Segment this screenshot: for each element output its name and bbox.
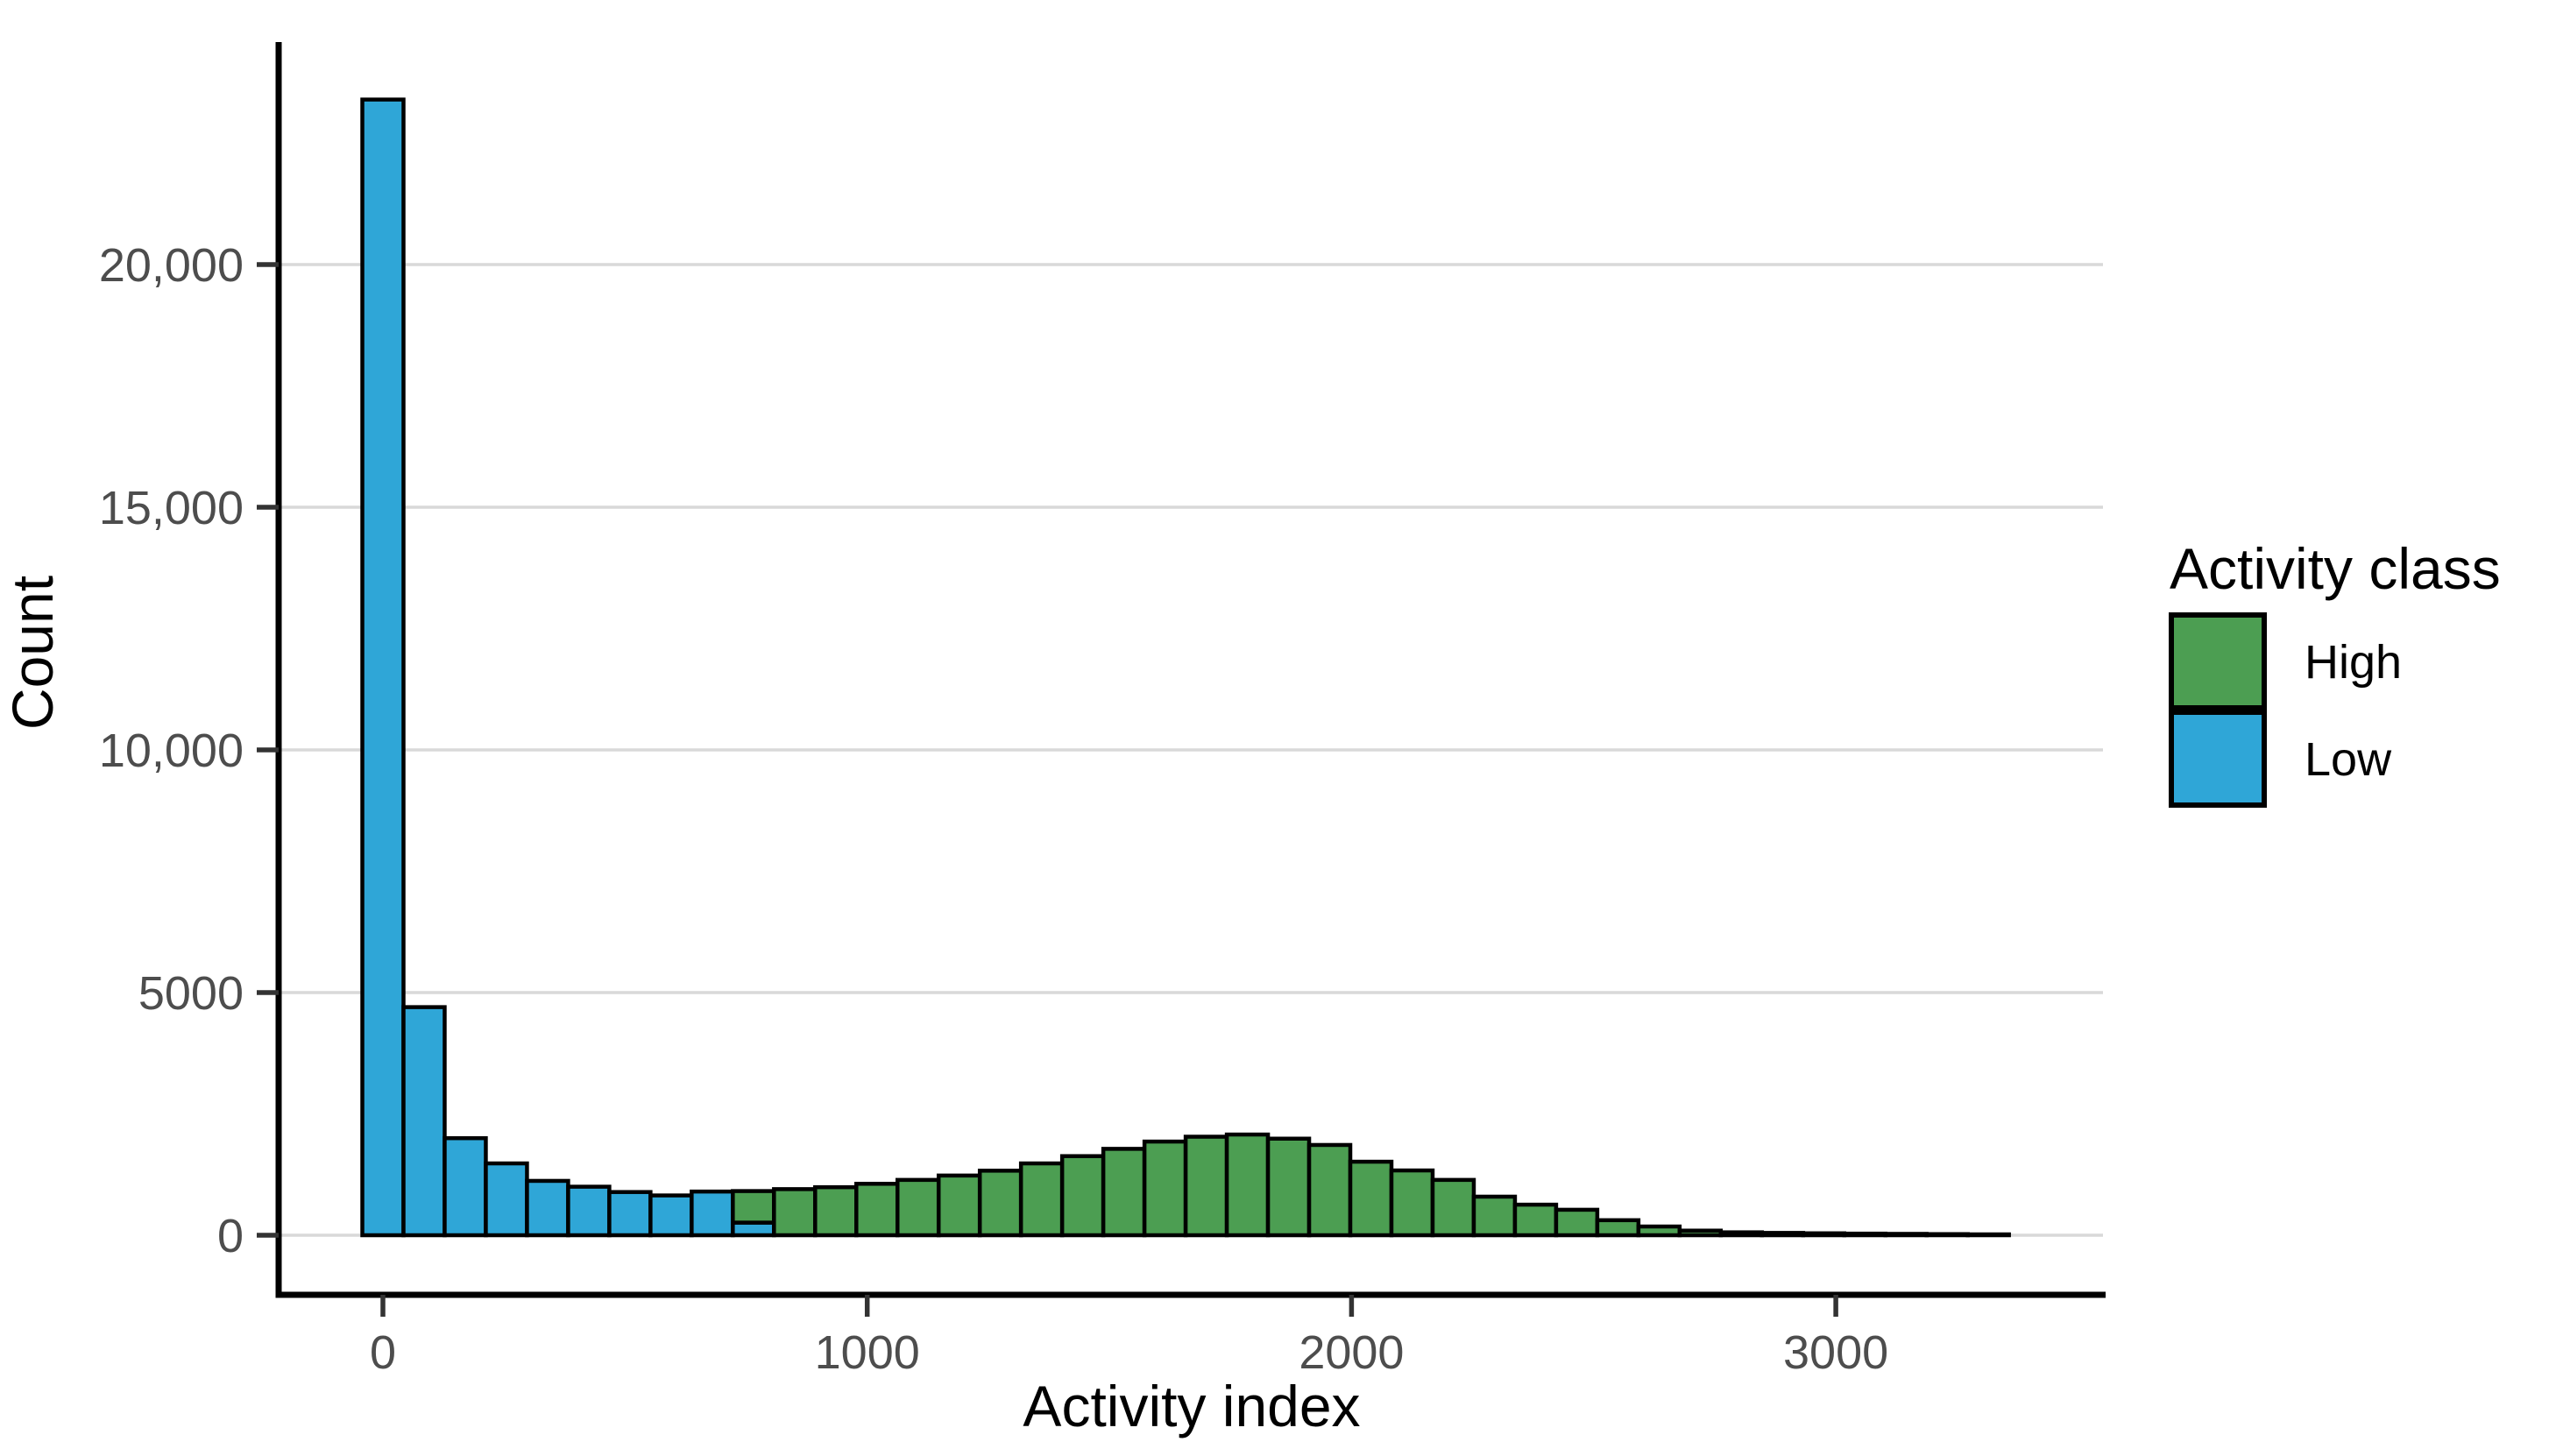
histogram-bar-low [566, 1184, 612, 1238]
legend-label-high: High [2305, 636, 2402, 689]
histogram-bar-low [401, 1005, 447, 1238]
histogram-bar-high [1018, 1161, 1065, 1238]
histogram-bar-high [1883, 1232, 1929, 1238]
histogram-bar-high [1306, 1142, 1353, 1238]
histogram-bar-high [1801, 1231, 1847, 1238]
legend-key-low [2169, 710, 2267, 808]
histogram-bar-low [525, 1178, 570, 1238]
histogram-bar-high [1677, 1228, 1724, 1238]
histogram-bar-low [690, 1189, 735, 1238]
legend-title: Activity class [2170, 536, 2501, 601]
y-tick-label: 15,000 [99, 482, 244, 534]
histogram-bar-high [1142, 1139, 1188, 1238]
x-tick-label: 1000 [815, 1326, 920, 1379]
histogram-bar-high [813, 1184, 859, 1238]
legend-label-low: Low [2305, 733, 2392, 786]
histogram-bar-high [895, 1177, 941, 1238]
y-tick-label: 0 [217, 1210, 244, 1262]
histogram-bar-high [1842, 1231, 1888, 1238]
histogram-bar-high [977, 1169, 1023, 1238]
histogram-bar-high [936, 1173, 982, 1238]
y-tick-label: 20,000 [99, 239, 244, 292]
y-axis-title: Count [0, 576, 65, 730]
histogram-bar-high [1101, 1147, 1147, 1238]
histogram-bar-high [1348, 1159, 1394, 1238]
y-tick-label: 5000 [138, 967, 244, 1020]
histogram-bar-high [1759, 1231, 1806, 1238]
histogram-bar-high [1471, 1194, 1518, 1238]
histogram-bar-high [1389, 1168, 1435, 1238]
histogram-bar-low [360, 97, 406, 1238]
bars-layer [360, 97, 2011, 1238]
histogram-bar-low [484, 1161, 529, 1238]
histogram-bar-high [1965, 1232, 2011, 1238]
x-tick-label: 2000 [1299, 1326, 1404, 1379]
histogram-bar-high [1636, 1224, 1682, 1238]
histogram-bar-high [1554, 1207, 1600, 1238]
legend: Activity class High Low [2169, 536, 2501, 808]
histogram-bar-high [1595, 1218, 1641, 1238]
x-tick-label: 0 [370, 1326, 396, 1379]
axes-layer [257, 42, 2106, 1317]
histogram-bar-high [1924, 1232, 1970, 1238]
histogram-bar-low [443, 1135, 488, 1238]
histogram-bar-low [607, 1190, 653, 1238]
histogram-bar-high [1430, 1177, 1476, 1238]
x-tick-label: 3000 [1783, 1326, 1888, 1379]
histogram-bar-high [1059, 1154, 1106, 1238]
histogram-bar-high [1224, 1132, 1271, 1238]
histogram-bar-high [731, 1189, 776, 1225]
x-axis-title: Activity index [1023, 1374, 1360, 1438]
y-tick-label: 10,000 [99, 724, 244, 777]
histogram-bar-low [648, 1193, 694, 1238]
histogram-bar-high [1512, 1202, 1559, 1238]
gridlines-layer [281, 263, 2103, 1237]
histogram-bar-high [1718, 1230, 1765, 1238]
histogram-bar-high [1265, 1136, 1312, 1238]
histogram-bar-high [854, 1182, 900, 1238]
tick-labels-layer: 0 5000 10,000 15,000 20,000 0 1000 2000 3000 [99, 239, 1888, 1379]
histogram-bar-high [772, 1187, 818, 1238]
legend-key-high [2169, 612, 2267, 710]
histogram-bar-high [1183, 1134, 1229, 1238]
